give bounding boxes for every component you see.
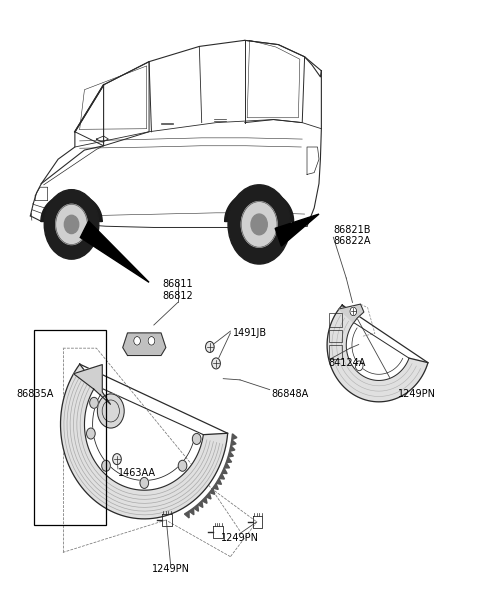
Polygon shape bbox=[225, 189, 294, 221]
Polygon shape bbox=[327, 305, 428, 402]
Bar bbox=[34, 330, 106, 525]
Circle shape bbox=[44, 189, 99, 259]
Text: 1249PN: 1249PN bbox=[398, 389, 436, 399]
Polygon shape bbox=[202, 497, 207, 503]
Circle shape bbox=[86, 428, 95, 439]
Polygon shape bbox=[222, 468, 227, 474]
Circle shape bbox=[113, 453, 121, 464]
Polygon shape bbox=[224, 463, 229, 468]
Polygon shape bbox=[339, 304, 364, 323]
Text: 86811
86812: 86811 86812 bbox=[162, 279, 193, 301]
Text: 1249PN: 1249PN bbox=[221, 533, 259, 543]
Text: 86835A: 86835A bbox=[16, 389, 53, 399]
Circle shape bbox=[251, 214, 267, 235]
Polygon shape bbox=[219, 474, 225, 479]
Polygon shape bbox=[80, 221, 149, 282]
Polygon shape bbox=[232, 434, 237, 440]
Polygon shape bbox=[193, 505, 198, 511]
Circle shape bbox=[241, 202, 277, 247]
Polygon shape bbox=[228, 452, 233, 457]
Circle shape bbox=[90, 397, 98, 408]
Polygon shape bbox=[60, 364, 228, 519]
Circle shape bbox=[205, 342, 214, 353]
Circle shape bbox=[192, 433, 201, 444]
Polygon shape bbox=[206, 492, 211, 499]
Circle shape bbox=[355, 361, 363, 371]
Polygon shape bbox=[184, 511, 189, 518]
Circle shape bbox=[228, 185, 290, 264]
Circle shape bbox=[140, 477, 149, 488]
Bar bbox=[329, 345, 342, 359]
Polygon shape bbox=[123, 333, 166, 356]
Circle shape bbox=[212, 358, 220, 369]
Polygon shape bbox=[231, 440, 236, 445]
Circle shape bbox=[102, 460, 110, 471]
Circle shape bbox=[64, 215, 79, 233]
Circle shape bbox=[97, 394, 124, 428]
Polygon shape bbox=[198, 501, 203, 508]
Circle shape bbox=[148, 337, 155, 345]
Polygon shape bbox=[73, 365, 110, 404]
Polygon shape bbox=[226, 457, 232, 463]
Text: 84124A: 84124A bbox=[328, 359, 366, 368]
Text: 1491JB: 1491JB bbox=[233, 328, 267, 338]
Circle shape bbox=[134, 337, 141, 345]
Polygon shape bbox=[41, 193, 102, 221]
Polygon shape bbox=[216, 478, 221, 485]
Circle shape bbox=[178, 460, 187, 471]
Bar bbox=[329, 330, 342, 342]
Text: 86821B
86822A: 86821B 86822A bbox=[333, 225, 371, 246]
Polygon shape bbox=[213, 483, 218, 489]
Bar bbox=[329, 313, 342, 327]
Text: 86848A: 86848A bbox=[271, 389, 308, 399]
Polygon shape bbox=[189, 508, 194, 514]
Polygon shape bbox=[275, 214, 319, 246]
Circle shape bbox=[350, 307, 357, 316]
Polygon shape bbox=[229, 445, 235, 452]
Polygon shape bbox=[209, 488, 215, 494]
Text: 1463AA: 1463AA bbox=[118, 468, 156, 478]
Text: 1249PN: 1249PN bbox=[152, 564, 190, 574]
Circle shape bbox=[56, 204, 87, 244]
